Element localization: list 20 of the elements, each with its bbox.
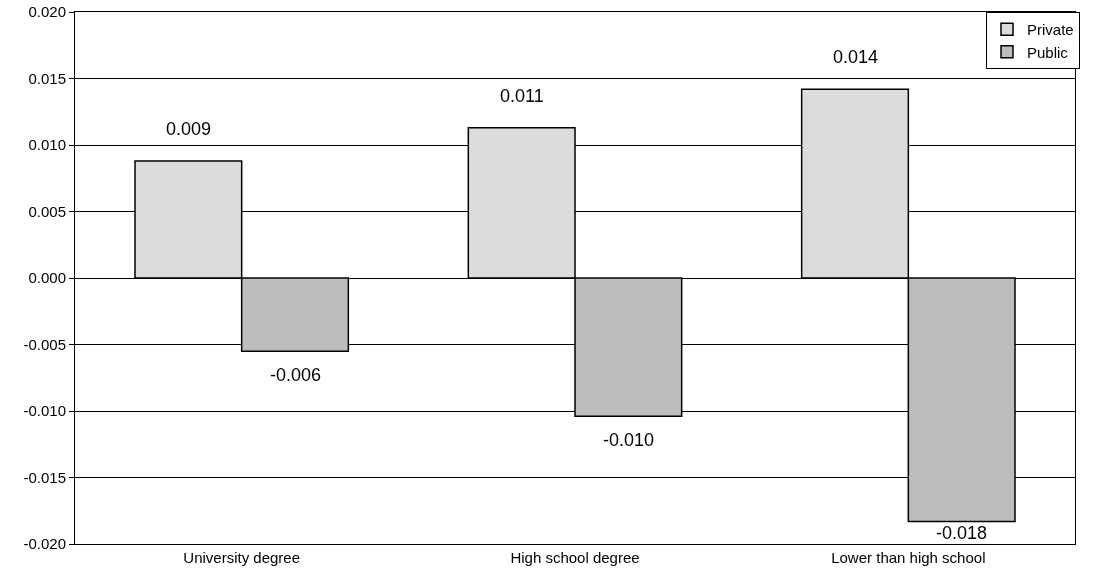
y-tick-label: -0.005	[23, 335, 66, 353]
data-label: 0.011	[500, 86, 544, 106]
y-tick-label: -0.010	[23, 402, 66, 420]
legend-label: Private	[1027, 21, 1074, 39]
data-label: 0.009	[166, 119, 212, 139]
legend-label: Public	[1027, 43, 1069, 61]
x-tick-label: Lower than high school	[831, 549, 986, 566]
x-tick-label: High school degree	[510, 549, 640, 566]
data-label: 0.014	[833, 47, 879, 67]
data-label: -0.006	[270, 365, 322, 385]
y-tick-label: 0.020	[28, 3, 66, 21]
y-tick-label: 0.010	[28, 136, 66, 154]
y-tick-label: 0.000	[28, 269, 66, 287]
y-tick-label: -0.020	[23, 535, 66, 553]
y-tick-label: 0.015	[28, 69, 66, 87]
x-tick-label: University degree	[183, 549, 301, 566]
data-label: -0.018	[936, 523, 988, 543]
y-tick-label: 0.005	[28, 202, 66, 220]
data-label: -0.010	[603, 430, 655, 450]
y-tick-label: -0.015	[23, 468, 66, 486]
